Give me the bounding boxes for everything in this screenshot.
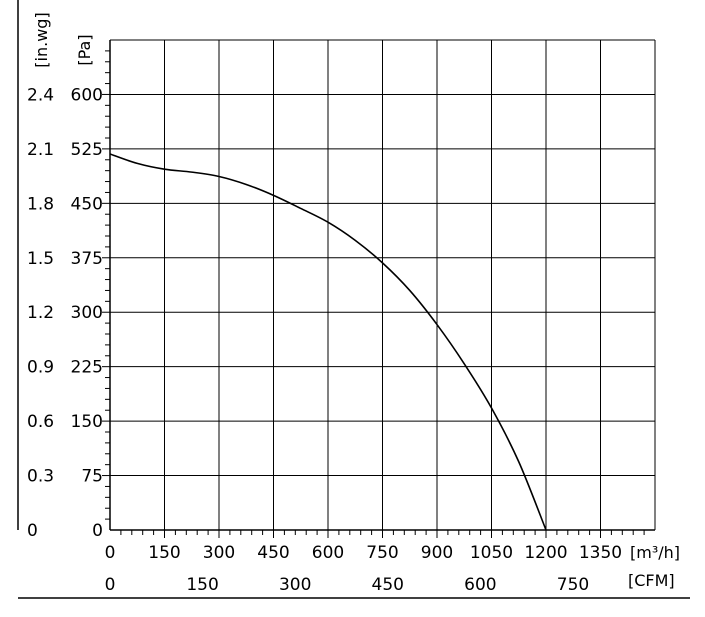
y-tick-label-inwg: 2.4 (27, 85, 54, 105)
x-tick-label: 450 (257, 543, 289, 563)
y-tick-label-inwg: 0 (27, 521, 38, 541)
y-tick-label-inwg: 0.9 (27, 358, 54, 378)
y-axis-unit-label-pa: [Pa] (75, 34, 94, 65)
y-tick-label-inwg: 1.8 (27, 194, 54, 214)
x-secondary-tick-label: 0 (105, 575, 116, 595)
y-tick-label-pa: 450 (71, 194, 103, 214)
x-secondary-unit-label: [CFM] (628, 571, 675, 590)
x-tick-label: 0 (105, 543, 116, 563)
y-tick-label-inwg: 1.5 (27, 249, 54, 269)
x-secondary-tick-label: 150 (186, 575, 218, 595)
x-tick-label: 1350 (579, 543, 622, 563)
x-tick-label: 600 (312, 543, 344, 563)
x-secondary-tick-label: 600 (464, 575, 496, 595)
x-tick-label: 1200 (524, 543, 567, 563)
grid (110, 39, 656, 530)
y-tick-label-pa: 600 (71, 85, 103, 105)
x-tick-label: 150 (148, 543, 180, 563)
series-line (109, 153, 547, 531)
x-axis-unit-label: [m³/h] (630, 543, 680, 562)
y-tick-label-inwg: 1.2 (27, 303, 54, 323)
y-tick-label-pa: 525 (71, 140, 103, 160)
x-secondary-tick-label: 300 (279, 575, 311, 595)
y-tick-label-pa: 300 (71, 303, 103, 323)
x-secondary-tick-label: 750 (557, 575, 589, 595)
series (109, 153, 547, 531)
y-tick-label-pa: 0 (92, 521, 103, 541)
y-tick-label-inwg: 2.1 (27, 140, 54, 160)
y-tick-label-inwg: 0.3 (27, 467, 54, 487)
y-tick-label-pa: 75 (81, 467, 103, 487)
tick-labels: 0 150 300 450 600 750 900 1050 1200 1350 [m³/h]0 15… (27, 12, 680, 595)
y-tick-label-pa: 375 (71, 249, 103, 269)
y-tick-label-inwg: 0.6 (27, 412, 54, 432)
x-tick-label: 750 (366, 543, 398, 563)
y-tick-label-pa: 225 (71, 358, 103, 378)
x-tick-label: 1050 (470, 543, 513, 563)
y-tick-label-pa: 150 (71, 412, 103, 432)
x-tick-label: 900 (421, 543, 453, 563)
axes (17, 0, 690, 599)
x-secondary-tick-label: 450 (372, 575, 404, 595)
y-axis-unit-label-inwg: [in.wg] (32, 12, 51, 67)
x-tick-label: 300 (203, 543, 235, 563)
